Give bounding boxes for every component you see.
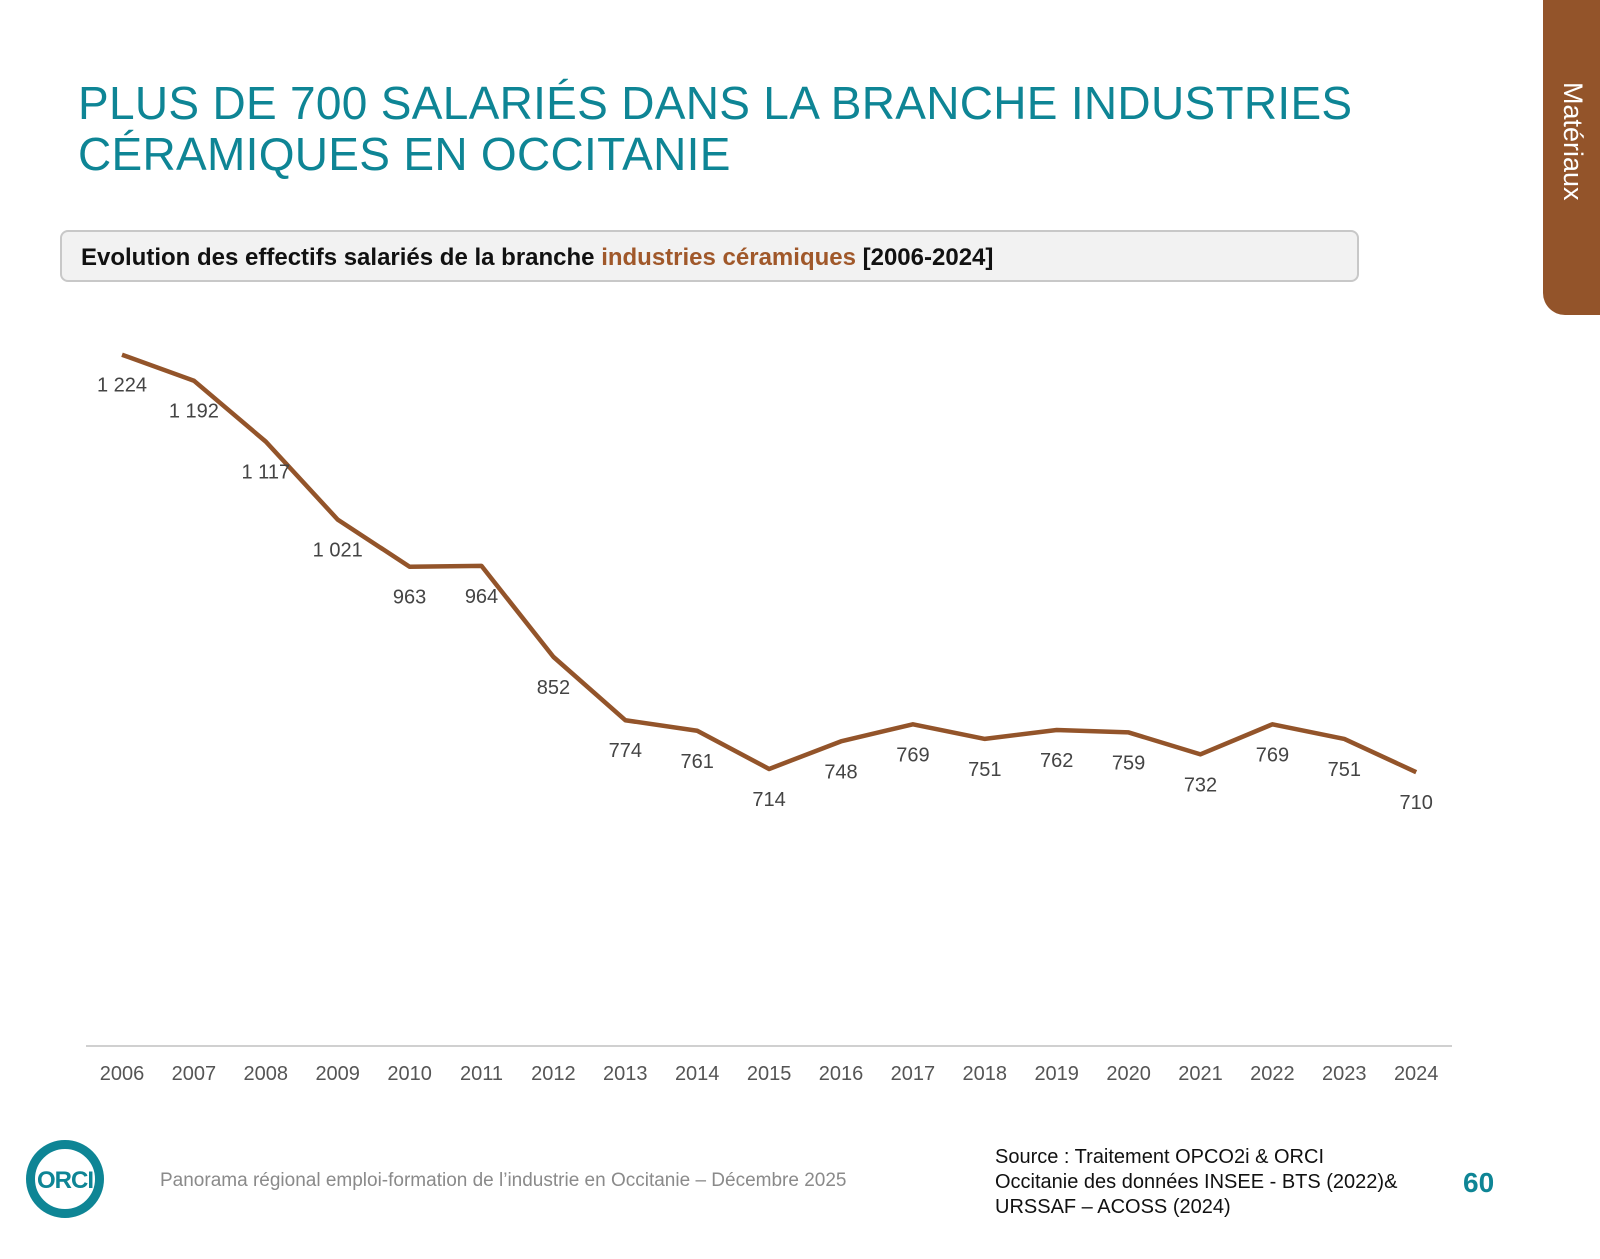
title-line-1: PLUS DE 700 SALARIÉS DANS LA BRANCHE IND… xyxy=(78,77,1353,129)
source-line: URSSAF – ACOSS (2024) xyxy=(995,1196,1231,1218)
data-label: 762 xyxy=(1040,750,1073,772)
data-label: 1 224 xyxy=(97,375,147,397)
data-label: 748 xyxy=(824,761,857,783)
x-tick-label: 2018 xyxy=(963,1063,1008,1085)
data-label: 710 xyxy=(1400,792,1433,814)
x-tick-label: 2013 xyxy=(603,1063,648,1085)
x-tick-label: 2014 xyxy=(675,1063,720,1085)
source-line: Occitanie des données INSEE - BTS (2022)… xyxy=(995,1171,1398,1193)
data-label: 751 xyxy=(968,759,1001,781)
x-tick-label: 2006 xyxy=(100,1063,145,1085)
x-tick-label: 2019 xyxy=(1034,1063,1079,1085)
source-line: Source : Traitement OPCO2i & ORCI xyxy=(995,1146,1324,1168)
chart-title: Evolution des effectifs salariés de la b… xyxy=(81,244,993,272)
page-title: PLUS DE 700 SALARIÉS DANS LA BRANCHE IND… xyxy=(78,78,1352,180)
data-label: 1 192 xyxy=(169,401,219,423)
chart-title-highlight: industries céramiques xyxy=(601,244,856,271)
data-label: 1 117 xyxy=(242,462,291,484)
x-tick-label: 2022 xyxy=(1250,1063,1295,1085)
chart-title-box: Evolution des effectifs salariés de la b… xyxy=(60,230,1359,282)
data-label: 759 xyxy=(1112,752,1145,774)
chart-title-part2: [2006-2024] xyxy=(855,244,994,271)
data-label: 714 xyxy=(752,789,785,811)
page-number: 60 xyxy=(1463,1167,1495,1198)
data-label: 732 xyxy=(1184,774,1217,796)
x-tick-label: 2020 xyxy=(1106,1063,1151,1085)
section-tab: Matériaux xyxy=(1543,0,1600,315)
x-tick-label: 2010 xyxy=(387,1063,432,1085)
data-label: 769 xyxy=(896,744,929,766)
x-tick-label: 2015 xyxy=(747,1063,792,1085)
source-note: Source : Traitement OPCO2i & ORCI Occita… xyxy=(995,1145,1455,1220)
x-tick-label: 2021 xyxy=(1178,1063,1223,1085)
data-label: 964 xyxy=(465,586,498,608)
footer-text: Panorama régional emploi-formation de l’… xyxy=(160,1170,847,1191)
x-tick-label: 2007 xyxy=(172,1063,217,1085)
x-tick-label: 2008 xyxy=(244,1063,289,1085)
x-tick-label: 2012 xyxy=(531,1063,576,1085)
title-line-2: CÉRAMIQUES EN OCCITANIE xyxy=(78,128,731,180)
x-tick-label: 2011 xyxy=(460,1063,503,1085)
x-tick-label: 2024 xyxy=(1394,1063,1439,1085)
x-tick-label: 2023 xyxy=(1322,1063,1367,1085)
data-label: 751 xyxy=(1328,759,1361,781)
data-label: 852 xyxy=(537,677,570,699)
data-label: 963 xyxy=(393,587,426,609)
section-tab-label: Matériaux xyxy=(1558,82,1588,201)
x-tick-label: 2017 xyxy=(891,1063,936,1085)
orci-logo: ORCI xyxy=(26,1140,104,1218)
x-tick-label: 2009 xyxy=(315,1063,360,1085)
chart-title-part1: Evolution des effectifs salariés de la b… xyxy=(81,244,602,271)
data-label: 769 xyxy=(1256,744,1289,766)
series-line xyxy=(121,352,1418,775)
data-label: 761 xyxy=(681,751,714,773)
x-tick-label: 2016 xyxy=(819,1063,864,1085)
data-label: 1 021 xyxy=(313,540,363,562)
data-label: 774 xyxy=(609,740,642,762)
